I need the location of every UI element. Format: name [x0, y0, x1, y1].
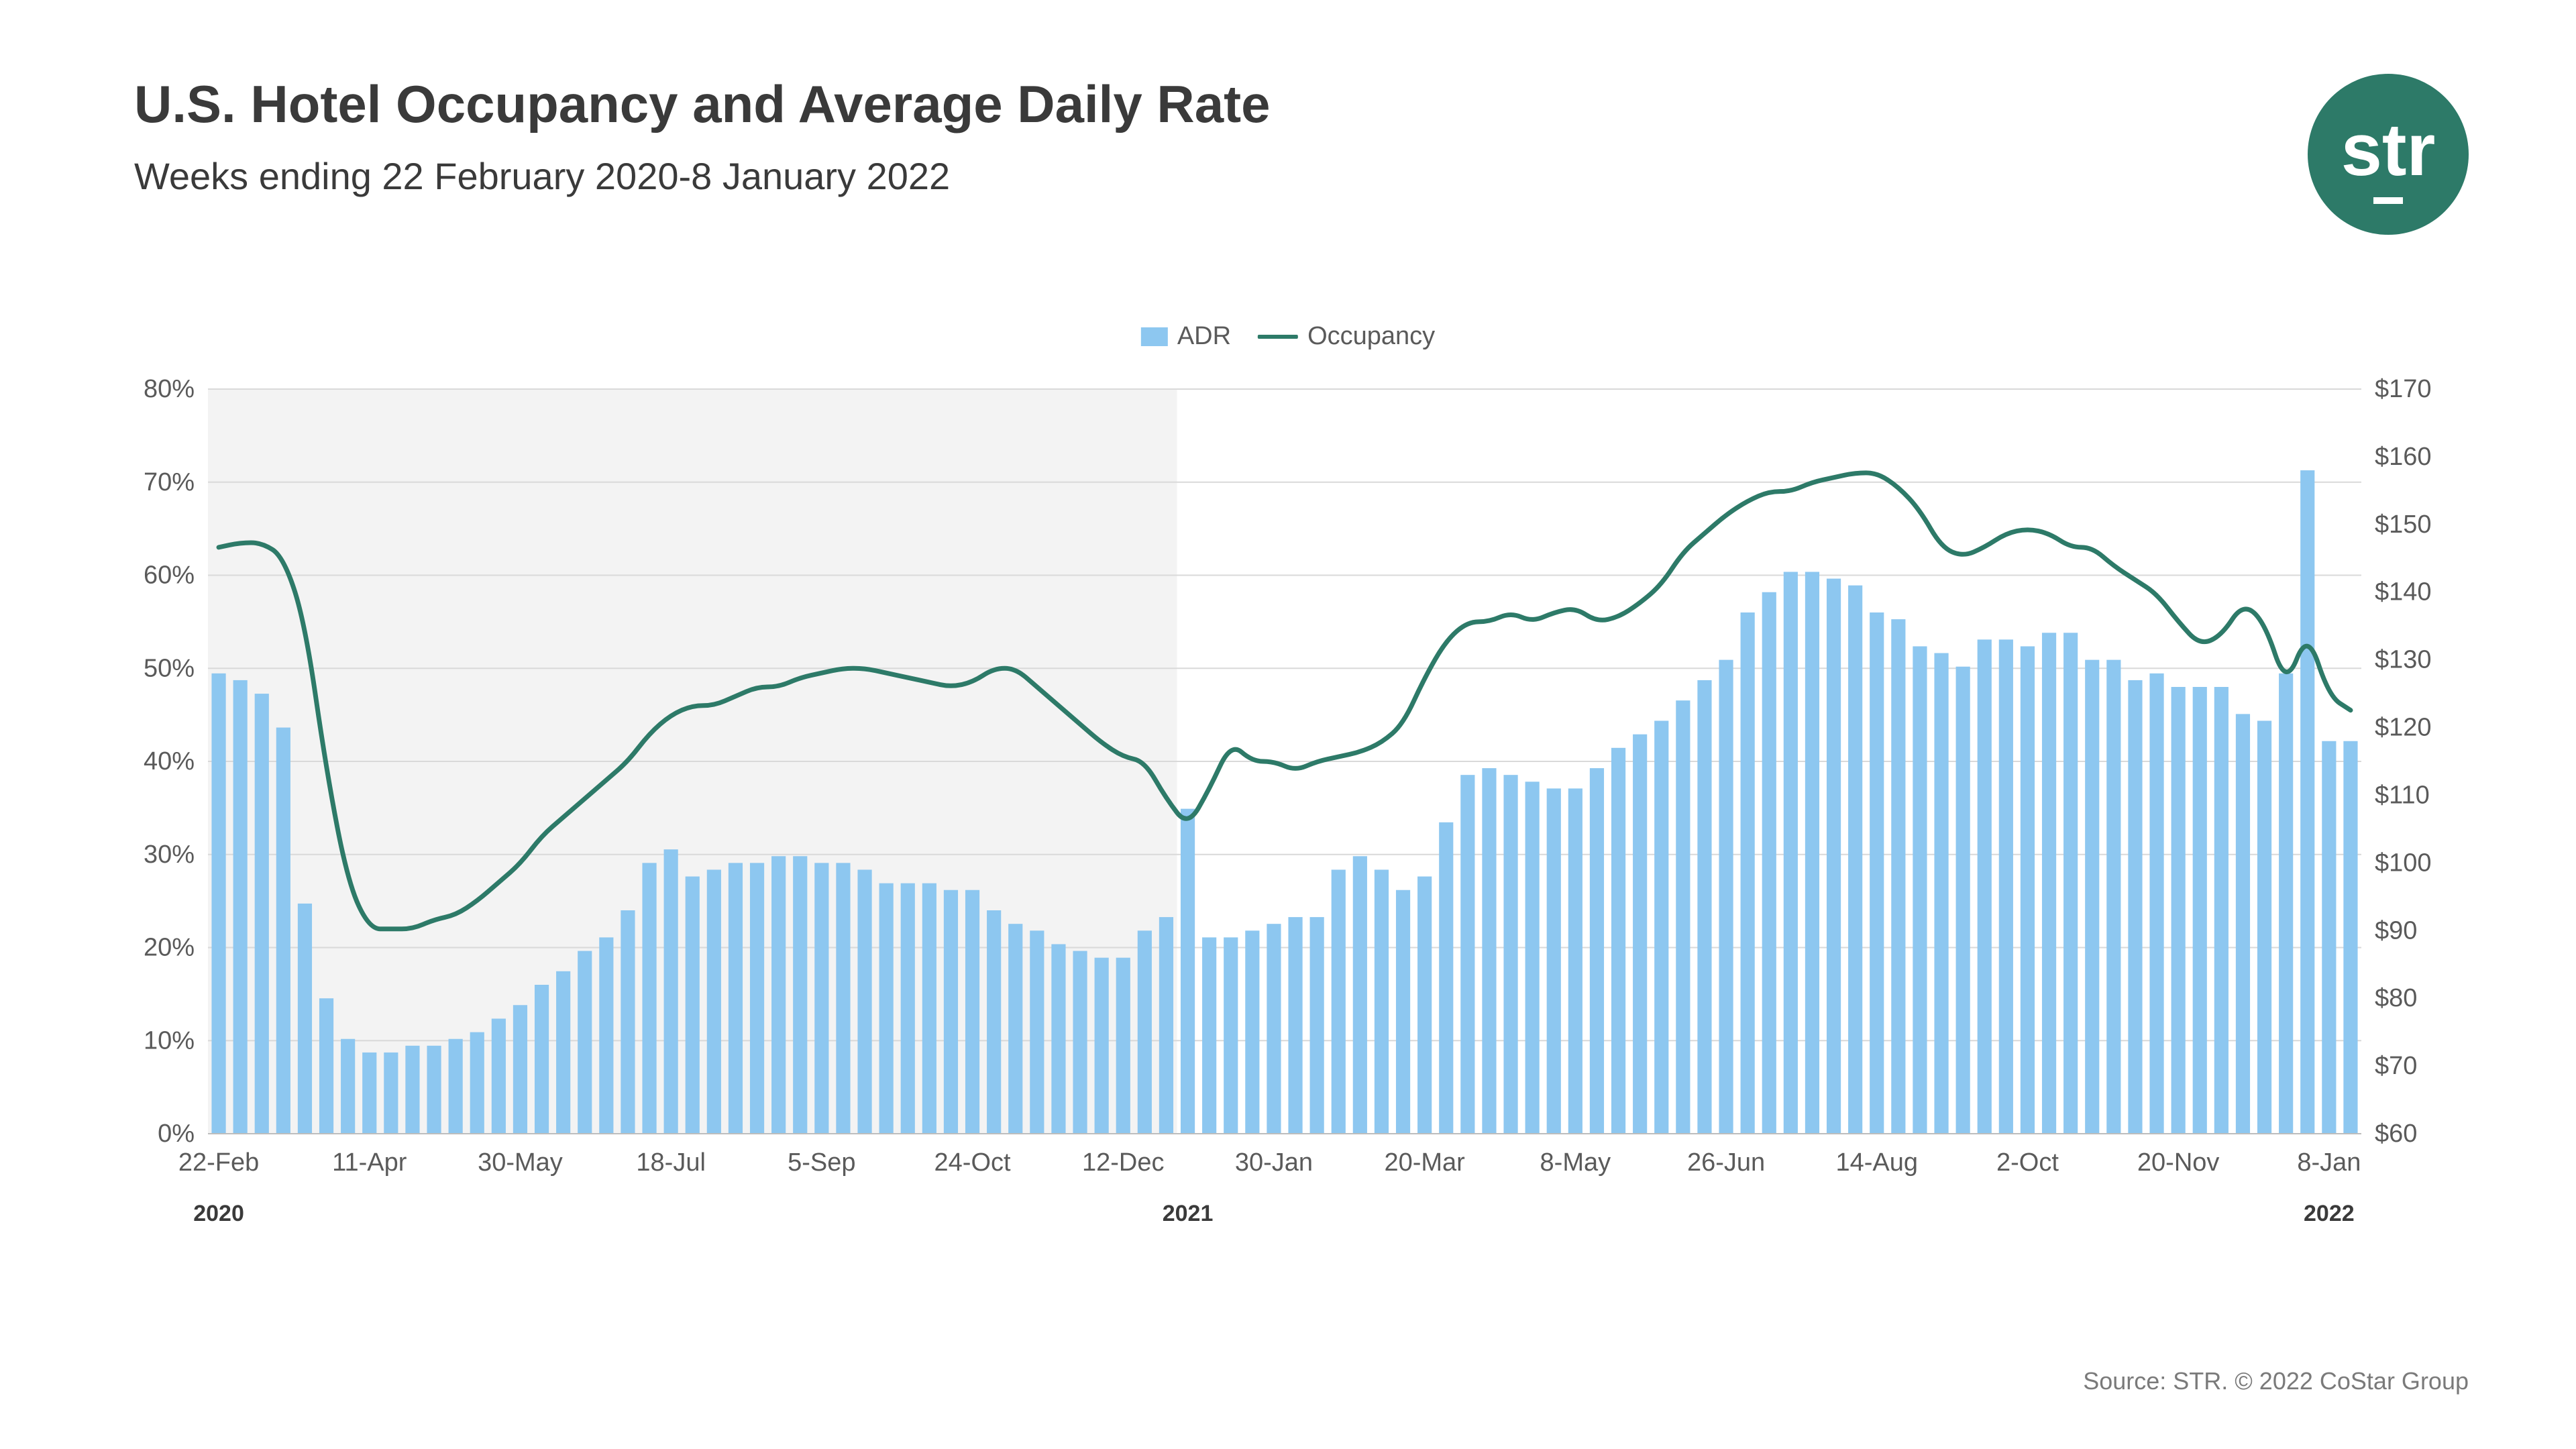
chart-area: 0% 10% 20% 30% 40% 50% 60% 70% 80% $60 $70 $80 $90 $1…	[134, 376, 2442, 1248]
legend-swatch-occupancy	[1258, 335, 1298, 339]
svg-text:0%: 0%	[158, 1120, 195, 1148]
chart-subtitle: Weeks ending 22 February 2020-8 January …	[134, 154, 950, 198]
svg-text:$130: $130	[2375, 646, 2432, 674]
svg-text:2022: 2022	[2304, 1201, 2355, 1226]
svg-text:20%: 20%	[144, 934, 195, 962]
svg-text:30-May: 30-May	[478, 1148, 563, 1177]
svg-text:12-Dec: 12-Dec	[1082, 1148, 1165, 1177]
legend-item-occupancy: Occupancy	[1258, 322, 1435, 351]
str-logo-text: str	[2341, 113, 2436, 187]
legend-label-occupancy: Occupancy	[1307, 322, 1435, 351]
svg-text:18-Jul: 18-Jul	[636, 1148, 706, 1177]
svg-text:70%: 70%	[144, 468, 195, 496]
svg-text:60%: 60%	[144, 561, 195, 590]
svg-text:8-May: 8-May	[1540, 1148, 1611, 1177]
svg-text:5-Sep: 5-Sep	[788, 1148, 855, 1177]
chart-title: U.S. Hotel Occupancy and Average Daily R…	[134, 74, 1270, 135]
svg-text:$100: $100	[2375, 849, 2432, 877]
svg-text:40%: 40%	[144, 747, 195, 775]
svg-text:$70: $70	[2375, 1052, 2417, 1080]
svg-text:10%: 10%	[144, 1026, 195, 1055]
source-attribution: Source: STR. © 2022 CoStar Group	[2083, 1367, 2469, 1395]
svg-text:2-Oct: 2-Oct	[1996, 1148, 2059, 1177]
legend-swatch-adr	[1141, 327, 1168, 346]
svg-text:22-Feb: 22-Feb	[178, 1148, 259, 1177]
svg-text:30%: 30%	[144, 841, 195, 869]
svg-text:$170: $170	[2375, 375, 2432, 403]
svg-text:20-Mar: 20-Mar	[1384, 1148, 1465, 1177]
svg-text:$160: $160	[2375, 443, 2432, 471]
svg-text:$120: $120	[2375, 714, 2432, 742]
svg-text:80%: 80%	[144, 375, 195, 403]
svg-text:$110: $110	[2375, 781, 2430, 809]
legend-label-adr: ADR	[1177, 322, 1231, 351]
str-logo-underline	[2373, 197, 2403, 204]
svg-text:50%: 50%	[144, 654, 195, 682]
svg-text:$90: $90	[2375, 916, 2417, 945]
svg-text:2021: 2021	[1163, 1201, 1214, 1226]
svg-text:14-Aug: 14-Aug	[1835, 1148, 1918, 1177]
svg-text:26-Jun: 26-Jun	[1687, 1148, 1765, 1177]
svg-text:30-Jan: 30-Jan	[1235, 1148, 1313, 1177]
svg-text:11-Apr: 11-Apr	[332, 1148, 407, 1177]
page: U.S. Hotel Occupancy and Average Daily R…	[0, 0, 2576, 1449]
svg-text:$140: $140	[2375, 578, 2432, 606]
chart-svg: 0% 10% 20% 30% 40% 50% 60% 70% 80% $60 $70 $80 $90 $1…	[134, 376, 2442, 1248]
svg-text:8-Jan: 8-Jan	[2297, 1148, 2361, 1177]
legend-item-adr: ADR	[1141, 322, 1231, 351]
svg-text:20-Nov: 20-Nov	[2137, 1148, 2220, 1177]
chart-legend: ADR Occupancy	[1141, 322, 1435, 351]
svg-text:$80: $80	[2375, 984, 2417, 1012]
svg-text:24-Oct: 24-Oct	[934, 1148, 1011, 1177]
svg-text:2020: 2020	[193, 1201, 244, 1226]
str-logo: str	[2308, 74, 2469, 235]
svg-text:$60: $60	[2375, 1120, 2417, 1148]
svg-text:$150: $150	[2375, 511, 2432, 539]
